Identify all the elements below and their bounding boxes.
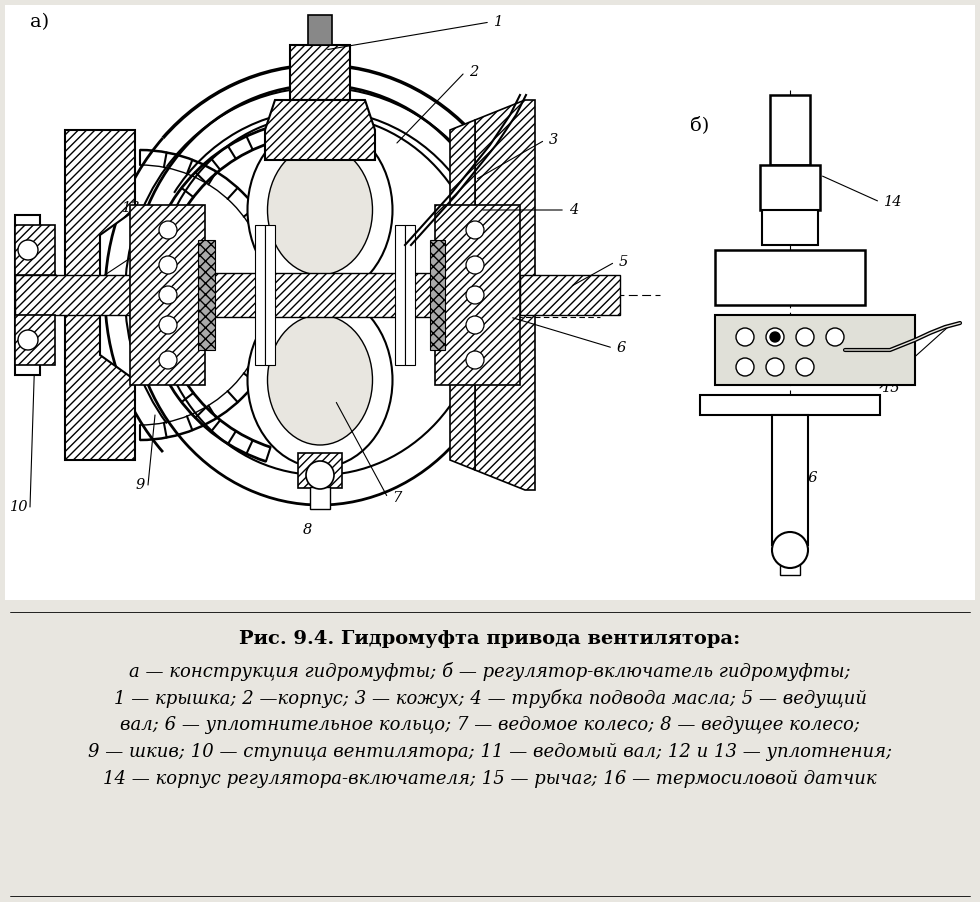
Circle shape [159, 351, 177, 369]
Bar [700, 395, 880, 415]
Circle shape [796, 358, 814, 376]
Text: 9: 9 [136, 478, 145, 492]
Circle shape [159, 256, 177, 274]
Circle shape [159, 286, 177, 304]
Polygon shape [15, 225, 55, 275]
Text: 12: 12 [50, 291, 68, 305]
Circle shape [159, 316, 177, 334]
Text: 6: 6 [617, 341, 626, 355]
Circle shape [159, 221, 177, 239]
Text: 13: 13 [122, 201, 140, 215]
Polygon shape [15, 315, 55, 365]
Polygon shape [65, 130, 135, 460]
Text: 9 — шкив; 10 — ступица вентилятора; 11 — ведомый вал; 12 и 13 — уплотнения;: 9 — шкив; 10 — ступица вентилятора; 11 —… [88, 743, 892, 761]
Circle shape [772, 532, 808, 568]
Circle shape [466, 256, 484, 274]
Bar [308, 15, 332, 45]
Bar [760, 165, 820, 210]
Text: 7: 7 [392, 491, 401, 505]
Bar [255, 225, 265, 365]
Text: 5: 5 [619, 255, 628, 269]
Bar [715, 250, 865, 305]
Text: 3: 3 [549, 133, 559, 147]
Text: Рис. 9.4. Гидромуфта привода вентилятора:: Рис. 9.4. Гидромуфта привода вентилятора… [239, 630, 741, 648]
Circle shape [466, 316, 484, 334]
Circle shape [18, 330, 38, 350]
Polygon shape [15, 215, 40, 375]
Text: 14 — корпус регулятора-включателя; 15 — рычаг; 16 — термосиловой датчик: 14 — корпус регулятора-включателя; 15 — … [103, 770, 877, 788]
Text: 15: 15 [882, 381, 901, 395]
Text: 4: 4 [569, 203, 578, 217]
Text: 10: 10 [10, 500, 28, 514]
Bar [265, 225, 275, 365]
Text: а): а) [30, 13, 49, 31]
Text: 1 — крышка; 2 —корпус; 3 — кожух; 4 — трубка подвода масла; 5 — ведущий: 1 — крышка; 2 —корпус; 3 — кожух; 4 — тр… [114, 689, 866, 708]
Text: 2: 2 [469, 65, 478, 79]
Text: б): б) [690, 116, 710, 134]
Bar [310, 487, 330, 509]
Circle shape [306, 461, 334, 489]
Circle shape [466, 221, 484, 239]
Bar [770, 95, 810, 165]
Text: а — конструкция гидромуфты; б — регулятор-включатель гидромуфты;: а — конструкция гидромуфты; б — регулято… [129, 662, 851, 681]
Text: 11: 11 [24, 251, 42, 265]
Circle shape [466, 286, 484, 304]
Bar [762, 210, 818, 245]
Circle shape [796, 328, 814, 346]
Bar [15, 275, 130, 315]
Ellipse shape [268, 315, 372, 445]
Text: II: II [782, 330, 792, 344]
Polygon shape [475, 100, 535, 490]
Bar [772, 415, 808, 545]
Circle shape [826, 328, 844, 346]
Bar [298, 453, 342, 488]
Circle shape [736, 358, 754, 376]
Bar [5, 5, 975, 600]
Text: 16: 16 [800, 471, 818, 485]
Bar [715, 315, 915, 385]
Text: 0: 0 [738, 330, 746, 344]
Text: 8: 8 [303, 523, 313, 537]
Circle shape [466, 351, 484, 369]
Ellipse shape [248, 292, 393, 467]
Polygon shape [265, 100, 375, 160]
Bar [780, 550, 800, 575]
Circle shape [18, 240, 38, 260]
Text: B: B [737, 361, 747, 373]
Ellipse shape [248, 123, 393, 298]
Polygon shape [430, 240, 445, 350]
Circle shape [766, 358, 784, 376]
Polygon shape [130, 205, 205, 385]
Circle shape [766, 328, 784, 346]
Bar [405, 225, 415, 365]
Polygon shape [198, 240, 215, 350]
Bar [200, 273, 470, 317]
Circle shape [770, 332, 780, 342]
Text: 1: 1 [494, 15, 504, 29]
Bar [395, 225, 405, 365]
Bar [520, 275, 620, 315]
Text: 14: 14 [884, 195, 903, 209]
Polygon shape [435, 205, 520, 385]
Polygon shape [450, 120, 475, 470]
Circle shape [736, 328, 754, 346]
Bar [290, 45, 350, 100]
Ellipse shape [268, 145, 372, 275]
Text: вал; 6 — уплотнительное кольцо; 7 — ведомое колесо; 8 — ведущее колесо;: вал; 6 — уплотнительное кольцо; 7 — ведо… [120, 716, 860, 734]
